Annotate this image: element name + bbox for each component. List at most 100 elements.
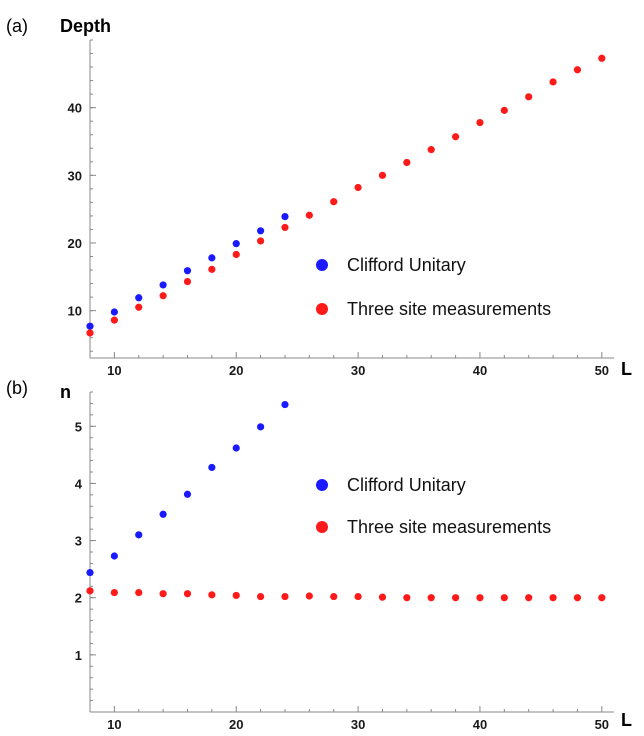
three-site-point-b (451, 594, 460, 602)
legend-label-clifford-a: Clifford Unitary (347, 255, 466, 275)
three-site-point-a (427, 146, 435, 154)
points-a (86, 54, 606, 337)
ticks-a: 10 20 30 40 50 10 20 30 40 (68, 39, 609, 378)
x-tick-label-a: 30 (351, 363, 365, 378)
three-site-point-b (330, 592, 338, 601)
legend-marker-clifford-a (316, 259, 328, 271)
clifford-unitary-point-b (183, 490, 192, 498)
three-site-point-a (208, 265, 216, 273)
y-tick-label-b: 5 (75, 419, 82, 434)
x-tick-label-b: 50 (595, 717, 609, 732)
y-tick-label-a: 10 (68, 304, 82, 319)
three-site-point-a (159, 292, 167, 300)
three-site-point-b (257, 592, 265, 601)
panel-label-a: (a) (6, 16, 28, 36)
x-tick-label-b: 30 (351, 717, 365, 732)
legend-a: Clifford Unitary Three site measurements (316, 255, 551, 319)
panel-a-depth-chart: (a) Depth L 10 20 30 40 50 10 20 30 40 Clifford … (6, 16, 632, 379)
legend-label-three-site-a: Three site measurements (347, 299, 551, 319)
x-tick-label-b: 10 (107, 717, 121, 732)
clifford-unitary-point-b (257, 423, 265, 431)
three-site-point-a (354, 183, 362, 192)
three-site-point-a (549, 78, 557, 86)
three-site-point-b (232, 591, 240, 600)
y-axis-label-a: Depth (60, 16, 111, 36)
x-tick-label-a: 40 (473, 363, 487, 378)
clifford-unitary-point-a (281, 212, 289, 221)
ticks-b: 10 20 30 40 50 1 2 3 4 5 (75, 391, 609, 732)
panel-label-b: (b) (6, 378, 28, 398)
y-tick-label-a: 30 (68, 168, 82, 183)
three-site-point-b (281, 592, 289, 601)
clifford-unitary-point-b (208, 463, 216, 472)
three-site-point-b (183, 590, 192, 598)
clifford-unitary-point-b (110, 552, 118, 560)
x-axis-label-b: L (621, 710, 632, 730)
three-site-point-b (549, 594, 557, 602)
y-tick-label-a: 20 (68, 236, 82, 251)
three-site-point-b (403, 594, 411, 602)
three-site-point-b (573, 594, 582, 602)
legend-marker-three-site-a (316, 303, 328, 315)
three-site-point-a (403, 158, 411, 167)
three-site-point-b (525, 594, 533, 602)
legend-marker-three-site-b (316, 521, 328, 533)
x-tick-label-a: 20 (229, 363, 243, 378)
three-site-point-a (330, 198, 338, 206)
three-site-point-a (598, 54, 606, 62)
clifford-unitary-point-a (257, 227, 265, 235)
clifford-unitary-point-b (135, 531, 143, 539)
points-b (86, 400, 606, 602)
three-site-point-a (135, 303, 143, 311)
clifford-unitary-point-b (86, 568, 94, 577)
three-site-point-a (232, 250, 240, 259)
clifford-unitary-point-a (135, 294, 143, 302)
legend-label-three-site-b: Three site measurements (347, 517, 551, 537)
three-site-point-a (451, 133, 460, 141)
x-tick-label-b: 40 (473, 717, 487, 732)
legend-label-clifford-b: Clifford Unitary (347, 475, 466, 495)
three-site-point-a (110, 316, 118, 324)
legend-b: Clifford Unitary Three site measurements (316, 475, 551, 537)
three-site-point-b (208, 591, 216, 599)
three-site-point-b (86, 587, 94, 595)
three-site-point-b (378, 593, 387, 601)
clifford-unitary-point-b (159, 510, 167, 518)
three-site-point-a (281, 223, 289, 232)
three-site-point-b (427, 594, 435, 602)
three-site-point-a (183, 277, 192, 286)
x-tick-label-a: 50 (595, 363, 609, 378)
x-axis-label-a: L (621, 359, 632, 379)
three-site-point-a (305, 211, 313, 219)
clifford-unitary-point-b (232, 444, 240, 452)
three-site-point-b (159, 590, 167, 598)
three-site-point-a (525, 93, 533, 101)
clifford-unitary-point-a (86, 322, 94, 330)
clifford-unitary-point-a (183, 267, 192, 275)
three-site-point-b (598, 594, 606, 602)
three-site-point-a (86, 329, 94, 337)
clifford-unitary-point-a (232, 240, 240, 248)
three-site-point-a (573, 66, 582, 74)
three-site-point-b (476, 594, 484, 602)
panel-b-n-chart: (b) n L 10 20 30 40 50 1 2 3 4 5 Clifford Unitary… (6, 378, 632, 732)
three-site-point-a (378, 171, 387, 179)
y-tick-label-b: 1 (75, 648, 82, 663)
three-site-point-a (257, 237, 265, 245)
y-axis-label-b: n (60, 382, 71, 402)
y-tick-label-b: 3 (75, 534, 82, 549)
three-site-point-b (135, 588, 143, 597)
three-site-point-a (476, 118, 484, 127)
three-site-point-b (305, 592, 313, 600)
y-tick-label-b: 4 (75, 476, 83, 491)
x-tick-label-a: 10 (107, 363, 121, 378)
y-tick-label-a: 40 (68, 101, 82, 116)
three-site-point-b (110, 588, 118, 597)
clifford-unitary-point-a (208, 254, 216, 262)
x-tick-label-b: 20 (229, 717, 243, 732)
y-tick-label-b: 2 (75, 591, 82, 606)
clifford-unitary-point-b (281, 400, 289, 409)
legend-marker-clifford-b (316, 479, 328, 491)
clifford-unitary-point-a (110, 308, 118, 316)
